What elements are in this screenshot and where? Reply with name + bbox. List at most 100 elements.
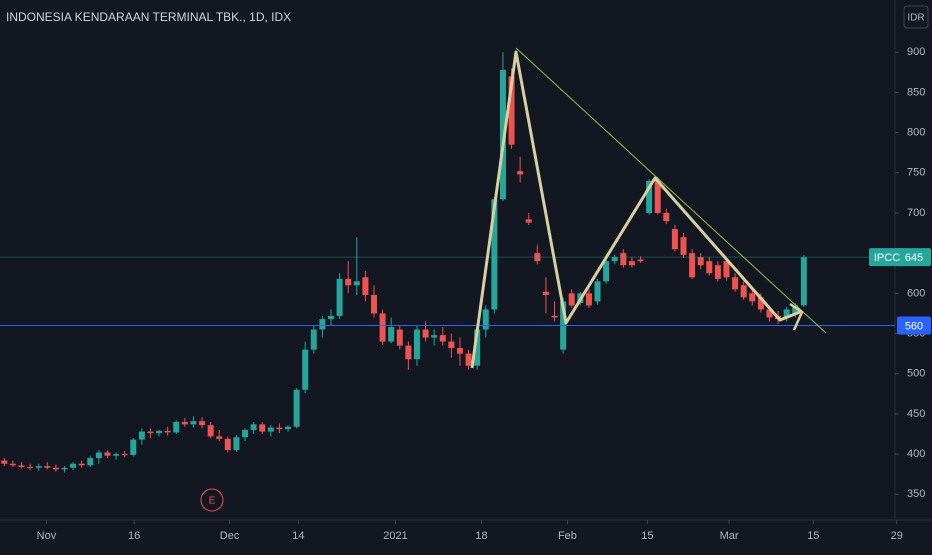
candle-body — [379, 313, 386, 342]
candle-body — [740, 285, 747, 298]
candle-body — [766, 309, 773, 318]
candle-body — [138, 431, 145, 440]
candle-body — [310, 329, 317, 350]
candle-body — [783, 309, 790, 318]
candle-body — [70, 463, 77, 468]
x-tick-label: 15 — [807, 530, 819, 542]
candle-body — [302, 349, 309, 390]
candle-body — [216, 436, 223, 439]
candle-body — [1, 460, 8, 464]
candle-body — [250, 424, 257, 430]
candle-body — [61, 467, 68, 470]
candle-body — [44, 466, 51, 468]
y-tick-label: 450 — [907, 408, 925, 420]
candle-body — [87, 458, 94, 466]
candle-body — [594, 281, 601, 302]
candle-body — [173, 421, 180, 433]
candle-body — [199, 421, 206, 426]
candle-body — [517, 171, 524, 175]
candle-body — [164, 430, 171, 433]
pattern-drawing — [470, 50, 801, 369]
candle-body — [439, 335, 446, 342]
candle-body — [603, 261, 610, 282]
event-marker: E — [209, 496, 216, 507]
currency: IDR — [907, 13, 924, 24]
price-tag — [897, 316, 931, 335]
event-circle — [200, 488, 224, 512]
x-tick-label: Dec — [220, 530, 240, 542]
candle-body — [663, 212, 670, 222]
candle-body — [732, 277, 739, 290]
candle-body — [27, 466, 34, 468]
arrow-head — [789, 302, 804, 331]
price-tag — [897, 248, 931, 267]
y-tick-label: 600 — [907, 287, 925, 299]
chart-title: INDONESIA KENDARAAN TERMINAL TBK., 1D, I… — [6, 10, 291, 24]
candle-body — [465, 353, 472, 366]
candle-body — [800, 257, 807, 306]
y-tick-label: 850 — [907, 86, 925, 98]
candle-body — [328, 315, 335, 320]
candle-body — [491, 199, 498, 310]
candle-body — [147, 431, 154, 434]
candle-body — [508, 76, 515, 145]
candle-body — [9, 463, 16, 466]
candle-body — [336, 278, 343, 316]
candle-body — [78, 463, 85, 466]
y-tick-label: 700 — [907, 207, 925, 219]
plot-area — [0, 52, 895, 473]
symbol-tag — [869, 248, 905, 267]
candle-body — [121, 454, 128, 456]
candle-body — [388, 327, 395, 342]
candle-body — [370, 294, 377, 314]
candle-body — [181, 421, 188, 425]
currency-box — [903, 5, 929, 29]
y-tick-label: 750 — [907, 167, 925, 179]
price-tag-label: 645 — [905, 252, 923, 264]
x-tick-label: 2021 — [383, 530, 407, 542]
x-tick-label: 14 — [292, 530, 304, 542]
x-tick-label: 29 — [891, 530, 903, 542]
y-tick-label: 800 — [907, 127, 925, 139]
candle-body — [585, 293, 592, 306]
candle-body — [267, 427, 274, 432]
y-tick-label: 400 — [907, 448, 925, 460]
candle-body — [405, 345, 412, 360]
candle-body — [353, 281, 360, 286]
x-tick-label: Feb — [558, 530, 577, 542]
candle-body — [431, 335, 438, 338]
candle-body — [448, 341, 455, 349]
candle-body — [551, 315, 558, 318]
candle-body — [95, 452, 102, 459]
x-tick-label: 16 — [128, 530, 140, 542]
candle-body — [714, 265, 721, 279]
candle-body — [242, 429, 249, 438]
x-tick-label: Mar — [720, 530, 739, 542]
candle-body — [697, 257, 704, 266]
y-tick-label: 500 — [907, 368, 925, 380]
x-tick-label: 18 — [475, 530, 487, 542]
candle-body — [792, 305, 799, 314]
candle-body — [499, 69, 506, 200]
candle-body — [52, 467, 59, 470]
candle-body — [542, 291, 549, 295]
candle-body — [156, 430, 163, 434]
candle-body — [104, 452, 111, 456]
x-tick-label: 15 — [641, 530, 653, 542]
candle-body — [723, 261, 730, 278]
candle-body — [190, 421, 197, 425]
candle-body — [362, 277, 369, 295]
x-tick-label: Nov — [37, 530, 57, 542]
candle-body — [654, 180, 661, 213]
candle-body — [689, 253, 696, 278]
candle-body — [671, 229, 678, 250]
candle-body — [637, 259, 644, 262]
candle-body — [482, 309, 489, 330]
candle-body — [568, 293, 575, 306]
candle-body — [293, 389, 300, 427]
candle-body — [534, 253, 541, 262]
candle-body — [706, 261, 713, 274]
